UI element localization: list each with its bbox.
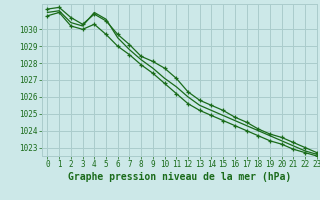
X-axis label: Graphe pression niveau de la mer (hPa): Graphe pression niveau de la mer (hPa) — [68, 172, 291, 182]
